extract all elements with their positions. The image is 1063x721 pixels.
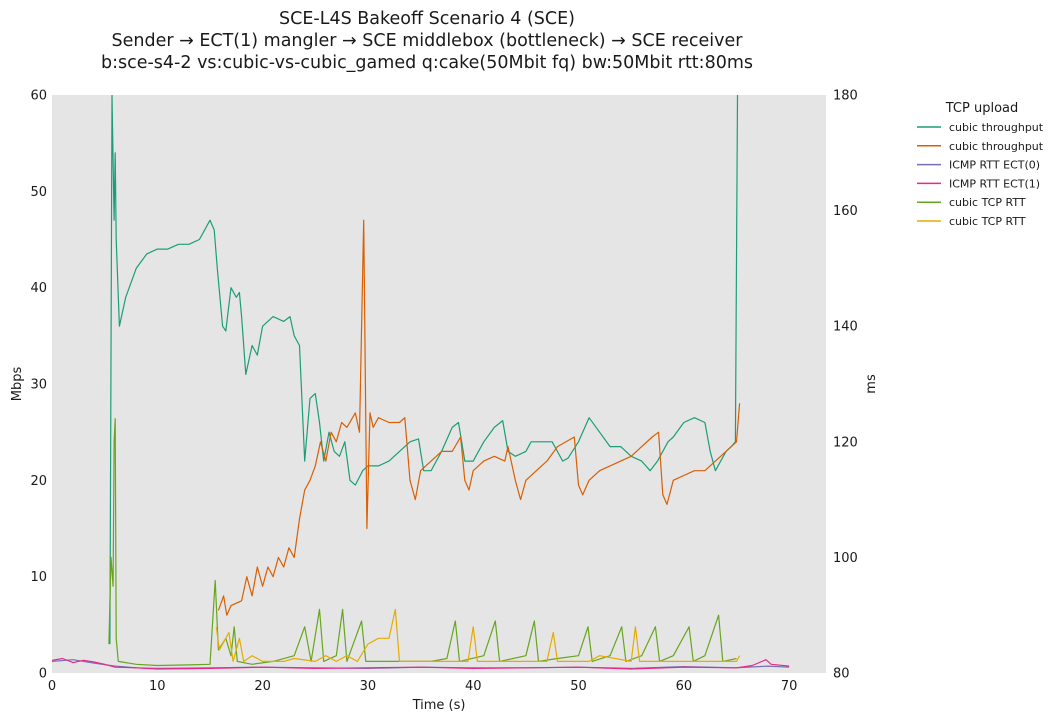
series-line-0 <box>109 95 739 645</box>
y-tick-label: 50 <box>30 185 47 200</box>
chart-title-line-2: Sender → ECT(1) mangler → SCE middlebox … <box>112 31 744 51</box>
x-axis-ticks: 0 10 20 30 40 50 60 70 <box>48 679 798 694</box>
x-axis-label: Time (s) <box>412 698 466 713</box>
legend-label-3: ICMP RTT ECT(1) <box>949 177 1040 190</box>
y2-tick-label: 140 <box>833 320 858 335</box>
x-tick-label: 40 <box>465 679 482 694</box>
legend-label-0: cubic throughput <box>949 121 1044 134</box>
x-tick-label: 60 <box>676 679 693 694</box>
legend-title: TCP upload <box>945 101 1019 116</box>
y2-axis-label: ms <box>864 374 879 394</box>
plot-area <box>52 95 826 673</box>
series-line-5 <box>215 608 741 663</box>
y-tick-label: 20 <box>30 474 47 489</box>
y-axis-label: Mbps <box>10 367 25 402</box>
y-tick-label: 60 <box>30 89 47 104</box>
legend-label-5: cubic TCP RTT <box>949 215 1026 228</box>
x-tick-label: 50 <box>570 679 587 694</box>
legend-label-2: ICMP RTT ECT(0) <box>949 159 1040 172</box>
x-tick-label: 0 <box>48 679 56 694</box>
y2-tick-label: 80 <box>833 667 850 682</box>
x-tick-label: 30 <box>360 679 377 694</box>
series-lines <box>52 95 790 670</box>
legend-label-4: cubic TCP RTT <box>949 196 1026 209</box>
x-tick-label: 20 <box>254 679 271 694</box>
y-tick-label: 30 <box>30 378 47 393</box>
x-tick-label: 10 <box>149 679 166 694</box>
chart-title-line-1: SCE-L4S Bakeoff Scenario 4 (SCE) <box>279 9 575 29</box>
y2-tick-label: 160 <box>833 204 858 219</box>
series-line-3 <box>52 657 790 670</box>
y2-tick-label: 100 <box>833 551 858 566</box>
y-tick-label: 40 <box>30 281 47 296</box>
legend: TCP upload cubic throughput cubic through… <box>917 101 1044 228</box>
series-line-4 <box>108 418 737 667</box>
x-tick-label: 70 <box>781 679 798 694</box>
y2-tick-label: 120 <box>833 435 858 450</box>
left-axis-ticks: 0 10 20 30 40 50 60 <box>30 89 47 682</box>
right-axis-ticks: 80 100 120 140 160 180 <box>833 89 858 682</box>
legend-label-1: cubic throughput <box>949 140 1044 153</box>
series-line-1 <box>217 219 741 616</box>
y2-tick-label: 180 <box>833 89 858 104</box>
y-tick-label: 10 <box>30 570 47 585</box>
y-tick-label: 0 <box>39 667 47 682</box>
chart-title-line-3: b:sce-s4-2 vs:cubic-vs-cubic_gamed q:cak… <box>101 53 753 73</box>
